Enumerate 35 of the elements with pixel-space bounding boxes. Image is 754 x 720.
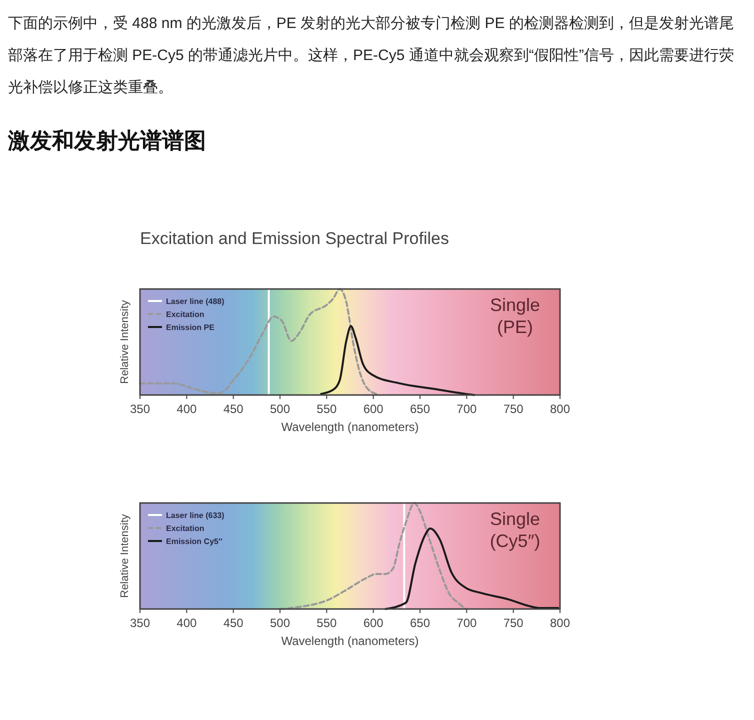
x-tick-label: 800	[550, 402, 570, 416]
chart-subtitle: Excitation and Emission Spectral Profiles	[140, 229, 449, 248]
y-axis-title: Relative Intensity	[119, 514, 131, 598]
x-tick-label: 600	[363, 616, 384, 630]
x-tick-label: 650	[410, 616, 430, 630]
legend-label: Laser line (488)	[166, 297, 225, 306]
x-tick-label: 700	[456, 616, 477, 630]
legend-label: Laser line (633)	[166, 511, 225, 520]
x-tick-label: 550	[316, 402, 337, 416]
x-tick-label: 450	[223, 616, 244, 630]
legend-label: Excitation	[166, 310, 204, 319]
x-tick-label: 550	[316, 616, 337, 630]
x-tick-label: 450	[223, 402, 244, 416]
legend-label: Excitation	[166, 524, 204, 533]
annotation: Single (Cy5″)	[490, 509, 540, 551]
x-tick-label: 400	[176, 402, 197, 416]
chart-title: 激发和发射光谱谱图	[8, 127, 207, 155]
legend-label: Emission Cy5″	[166, 537, 222, 546]
x-tick-label: 750	[503, 616, 524, 630]
x-tick-label: 500	[270, 616, 290, 630]
text: 下面的示例中，受 488 nm 的光激发后，PE 发射的光大部分被专门检测 PE 的检测器检测到，但是发射光谱尾部落在了用于检测 PE-Cy5 的带通滤光片中。这样，PE-Cy5 通道中就会观察到“假阳性”信号，因此需要进行荧光补偿以修正这类重叠。	[8, 14, 735, 98]
x-axis-title: Wavelength (nanometers)	[281, 634, 419, 648]
x-tick-label: 350	[130, 402, 150, 416]
x-tick-label: 650	[410, 402, 430, 416]
x-axis-title: Wavelength (nanometers)	[281, 420, 419, 434]
x-tick-label: 800	[550, 616, 570, 630]
x-tick-label: 400	[176, 616, 197, 630]
x-tick-label: 750	[503, 402, 524, 416]
y-axis-title: Relative Intensity	[119, 300, 131, 384]
x-tick-label: 600	[363, 402, 384, 416]
legend-label: Emission PE	[166, 323, 216, 332]
x-tick-label: 500	[270, 402, 290, 416]
x-tick-label: 700	[456, 402, 477, 416]
x-tick-label: 350	[130, 616, 150, 630]
annotation: Single (PE)	[490, 295, 540, 337]
